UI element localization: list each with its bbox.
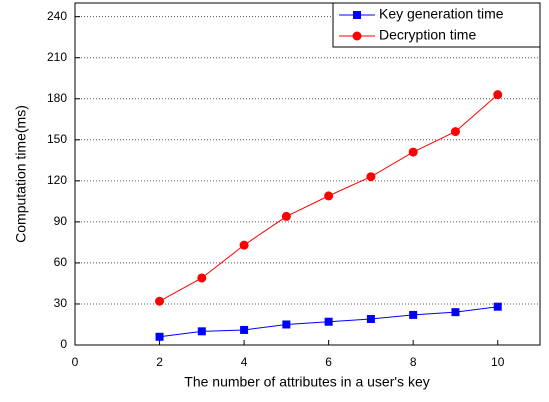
legend-marker <box>352 31 362 41</box>
point <box>493 90 503 100</box>
x-tick-label: 4 <box>241 355 248 369</box>
point <box>282 320 291 329</box>
point <box>239 240 249 250</box>
point <box>281 211 291 221</box>
point <box>493 302 502 311</box>
point <box>366 172 376 182</box>
y-tick-label: 210 <box>47 50 67 64</box>
x-axis-label: The number of attributes in a user's key <box>184 374 429 390</box>
point <box>450 127 460 137</box>
y-tick-label: 0 <box>60 337 67 351</box>
x-tick-label: 10 <box>491 355 505 369</box>
point <box>409 310 418 319</box>
legend-label: Decryption time <box>379 27 476 43</box>
x-tick-label: 8 <box>410 355 417 369</box>
legend-marker <box>353 11 361 19</box>
y-tick-label: 30 <box>54 296 68 310</box>
point <box>240 325 249 334</box>
legend-box <box>332 2 541 48</box>
point <box>324 317 333 326</box>
y-tick-label: 240 <box>47 9 67 23</box>
point <box>197 327 206 336</box>
x-tick-label: 2 <box>156 355 163 369</box>
y-tick-label: 150 <box>47 132 67 146</box>
point <box>451 308 460 317</box>
x-tick-label: 6 <box>325 355 332 369</box>
point <box>366 315 375 324</box>
y-tick-label: 120 <box>47 173 67 187</box>
point <box>197 273 207 283</box>
plot-frame <box>74 2 541 346</box>
y-tick-label: 90 <box>54 214 68 228</box>
y-axis-label: Computation time(ms) <box>13 105 29 243</box>
point <box>408 147 418 157</box>
legend-label: Key generation time <box>379 6 504 22</box>
point <box>155 296 165 306</box>
x-tick-label: 0 <box>72 355 79 369</box>
point <box>155 332 164 341</box>
y-tick-label: 60 <box>54 255 68 269</box>
point <box>324 191 334 201</box>
y-tick-label: 180 <box>47 91 67 105</box>
